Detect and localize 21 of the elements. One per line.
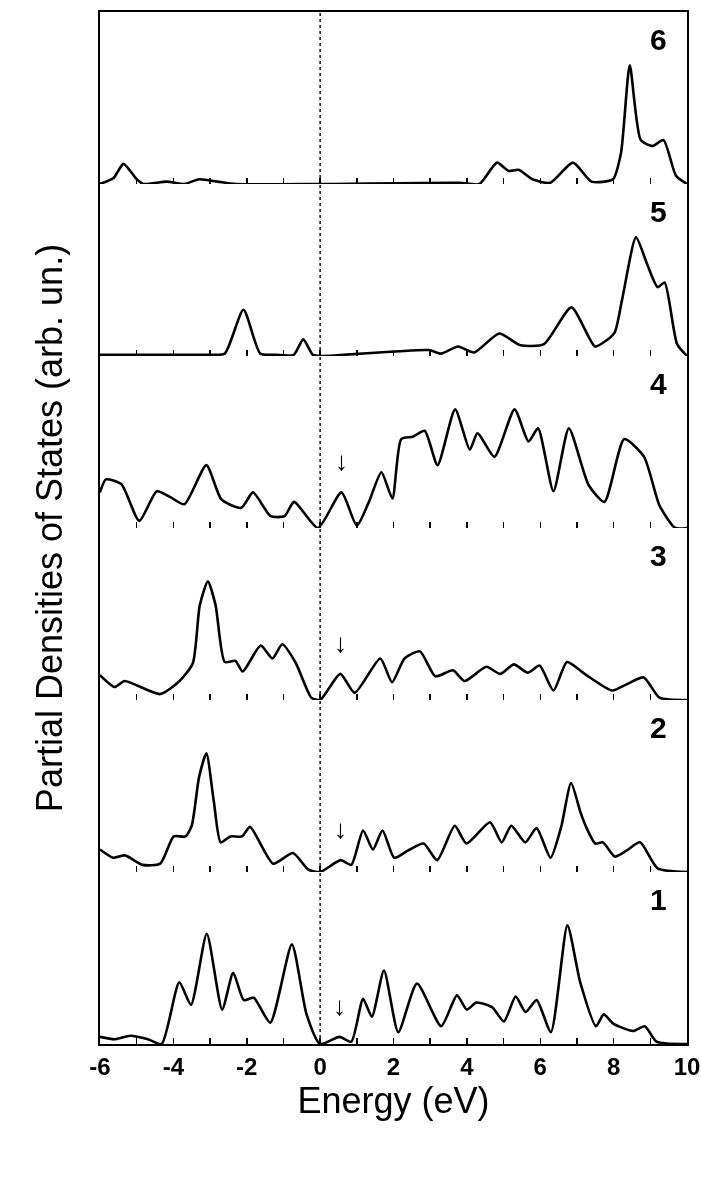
x-axis-title: Energy (eV) <box>297 1079 490 1121</box>
x-tick-label: -2 <box>236 1052 258 1080</box>
text: 3 <box>650 539 667 572</box>
x-tick-label: 10 <box>673 1052 701 1080</box>
y-axis-title: Partial Densities of States (arb. un.) <box>29 243 71 813</box>
text: 6 <box>650 23 667 56</box>
text: 1 <box>650 883 667 916</box>
x-tick-label: 8 <box>606 1052 621 1080</box>
x-tick-label: 2 <box>386 1052 401 1080</box>
text: 2 <box>650 711 667 744</box>
text: 5 <box>650 195 667 228</box>
x-tick-label: 4 <box>460 1052 475 1080</box>
annotation: ↓ <box>333 991 346 1021</box>
annotation: ↓ <box>335 446 348 476</box>
x-tick-label: 6 <box>533 1052 547 1080</box>
annotation: ↓ <box>334 814 347 844</box>
x-tick-label: 0 <box>313 1052 327 1080</box>
text: 4 <box>650 367 667 400</box>
x-tick-label: -6 <box>89 1052 111 1080</box>
annotation: ↓ <box>334 628 347 658</box>
x-tick-label: -4 <box>162 1052 185 1080</box>
